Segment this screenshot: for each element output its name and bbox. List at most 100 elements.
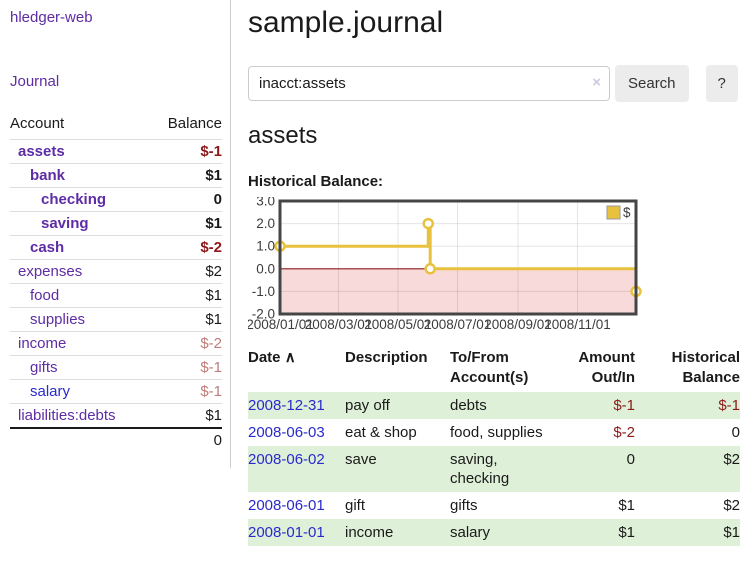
transaction-date-link[interactable]: 2008-01-01 — [248, 524, 325, 541]
transaction-balance: $-1 — [718, 397, 740, 414]
accounts-total-spacer — [10, 427, 151, 452]
search-input[interactable] — [248, 66, 610, 101]
transaction-balance: 0 — [731, 424, 740, 441]
account-row: saving $1 — [10, 211, 222, 236]
accounts-total-row: 0 — [10, 427, 222, 452]
transaction-accounts: saving, checking — [450, 451, 510, 487]
account-row: food $1 — [10, 283, 222, 308]
column-header-description: Description — [345, 349, 428, 366]
account-title: assets — [248, 122, 318, 149]
transaction-description: gift — [345, 497, 366, 514]
account-row: supplies $1 — [10, 307, 222, 332]
account-balance: $-2 — [150, 331, 222, 356]
transaction-balance: $2 — [723, 451, 740, 468]
account-balance: $2 — [150, 259, 222, 284]
y-tick-label: 2.0 — [256, 216, 275, 231]
account-row: gifts $-1 — [10, 355, 222, 380]
transaction-row: 2008-06-01 gift gifts $1 $2 — [248, 492, 740, 519]
transaction-row: 2008-12-31 pay off debts $-1 $-1 — [248, 392, 740, 419]
account-balance: $-2 — [150, 235, 222, 260]
page-title: sample.journal — [248, 6, 444, 39]
transaction-balance: $2 — [723, 497, 740, 514]
chart-label: Historical Balance: — [248, 173, 384, 190]
search-button[interactable]: Search — [615, 65, 689, 102]
data-point-marker — [424, 263, 436, 275]
account-row: assets $-1 — [10, 139, 222, 164]
y-tick-label: 1.0 — [256, 239, 275, 254]
register-body: 2008-12-31 pay off debts $-1 $-1 2008-06-03 ea… — [248, 392, 740, 546]
transaction-accounts: debts — [450, 397, 487, 414]
transaction-date-link[interactable]: 2008-06-03 — [248, 424, 325, 441]
account-link-gifts[interactable]: gifts — [30, 359, 58, 376]
x-tick-label: 2008/07/01 — [424, 317, 492, 332]
account-link-assets[interactable]: assets — [18, 143, 65, 160]
column-header-amount: Amount Out/In — [578, 349, 635, 386]
column-header-balance: Historical Balance — [671, 349, 740, 386]
account-balance: $1 — [150, 163, 222, 188]
y-tick-label: -2.0 — [252, 307, 275, 322]
transaction-accounts: salary — [450, 524, 491, 541]
account-row: salary $-1 — [10, 379, 222, 404]
account-link-expenses[interactable]: expenses — [18, 263, 83, 280]
plot-border — [278, 199, 638, 316]
search-box: × — [248, 66, 610, 101]
account-balance: $1 — [150, 307, 222, 332]
y-tick-label: -1.0 — [252, 284, 275, 299]
transaction-description: income — [345, 524, 394, 541]
main-content: sample.journal × Search ? assets Histori… — [231, 0, 742, 546]
transaction-description: eat & shop — [345, 424, 417, 441]
column-header-date[interactable]: Date ∧ — [248, 346, 345, 392]
legend-label: $ — [623, 205, 631, 220]
chart-canvas: $3.0 2.0 1.0 0.0 -1.0 -2.02008/01/012008/03/0… — [246, 194, 642, 332]
account-row: income $-2 — [10, 331, 222, 356]
account-row: expenses $2 — [10, 259, 222, 284]
accounts-header-account: Account — [10, 115, 65, 132]
y-tick-label: 0.0 — [256, 261, 275, 276]
account-balance: 0 — [150, 187, 222, 212]
account-link-income[interactable]: income — [18, 335, 67, 352]
account-row: checking 0 — [10, 187, 222, 212]
transaction-amount: $-1 — [613, 397, 635, 414]
clear-search-icon[interactable]: × — [592, 74, 601, 91]
account-link-checking[interactable]: checking — [41, 191, 107, 208]
column-header-accounts: To/From Account(s) — [450, 349, 529, 386]
transaction-date-link[interactable]: 2008-06-01 — [248, 497, 325, 514]
account-balance: $1 — [150, 283, 222, 308]
transaction-accounts: food, supplies — [450, 424, 543, 441]
account-link-supplies[interactable]: supplies — [30, 311, 86, 328]
transaction-amount: $-2 — [613, 424, 635, 441]
account-link-liabilities-debts[interactable]: liabilities:debts — [18, 407, 116, 424]
y-tick-label: 3.0 — [256, 197, 275, 209]
account-link-food[interactable]: food — [30, 287, 60, 304]
account-balance: $1 — [150, 211, 222, 236]
transaction-row: 2008-06-03 eat & shop food, supplies $-2 0 — [248, 419, 740, 446]
account-link-salary[interactable]: salary — [30, 383, 71, 400]
transaction-date-link[interactable]: 2008-12-31 — [248, 397, 325, 414]
help-button[interactable]: ? — [705, 65, 738, 102]
account-link-saving[interactable]: saving — [41, 215, 89, 232]
transaction-row: 2008-01-01 income salary $1 $1 — [248, 519, 740, 546]
transaction-row: 2008-06-02 save saving, checking 0 $2 — [248, 446, 740, 492]
accounts-table: Account Balance assets $-1 bank $1 checking 0… — [10, 111, 222, 452]
transaction-date-link[interactable]: 2008-06-02 — [248, 451, 325, 468]
x-tick-label: 2008/11/01 — [544, 317, 611, 332]
transaction-description: save — [345, 451, 377, 468]
search-form: × Search ? — [248, 65, 742, 102]
x-tick-label: 2008/01/01 — [248, 317, 314, 332]
account-row: bank $1 — [10, 163, 222, 188]
account-link-bank[interactable]: bank — [30, 167, 66, 184]
account-row: liabilities:debts $1 — [10, 403, 222, 428]
page: hledger-web Journal Account Balance asse… — [0, 0, 742, 546]
nav-journal-link[interactable]: Journal — [10, 73, 60, 90]
sidebar: hledger-web Journal Account Balance asse… — [0, 0, 231, 468]
register-header-row: Date ∧ Description To/From Account(s) Am… — [248, 346, 740, 392]
account-link-cash[interactable]: cash — [30, 239, 65, 256]
brand-link[interactable]: hledger-web — [10, 9, 93, 26]
x-tick-label: 2008/03/01 — [305, 317, 373, 332]
x-tick-label: 2008/05/01 — [364, 317, 432, 332]
sort-ascending-icon: ∧ — [284, 349, 296, 366]
transaction-balance: $1 — [723, 524, 740, 541]
account-balance: $-1 — [150, 355, 222, 380]
transaction-amount: 0 — [626, 451, 635, 468]
register-table: Date ∧ Description To/From Account(s) Am… — [248, 346, 740, 546]
